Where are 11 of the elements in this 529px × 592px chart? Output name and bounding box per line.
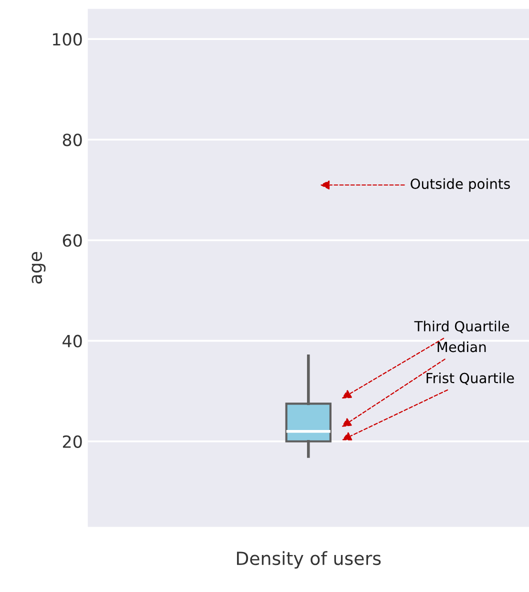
y-tick-label: 40 [62, 334, 82, 348]
annotation: Third Quartile [414, 320, 510, 334]
y-tick-label: 20 [62, 435, 82, 448]
annotation: Outside points [410, 178, 510, 192]
y-tick-label: 100 [52, 33, 82, 46]
y-axis-title: age [32, 252, 46, 284]
y-tick-label: 80 [62, 134, 82, 146]
annotation: Median [438, 341, 486, 352]
y-tick-label: 60 [62, 234, 82, 247]
annotation: Frist Quartile [426, 372, 514, 385]
x-axis-title: Density of users [237, 551, 381, 569]
